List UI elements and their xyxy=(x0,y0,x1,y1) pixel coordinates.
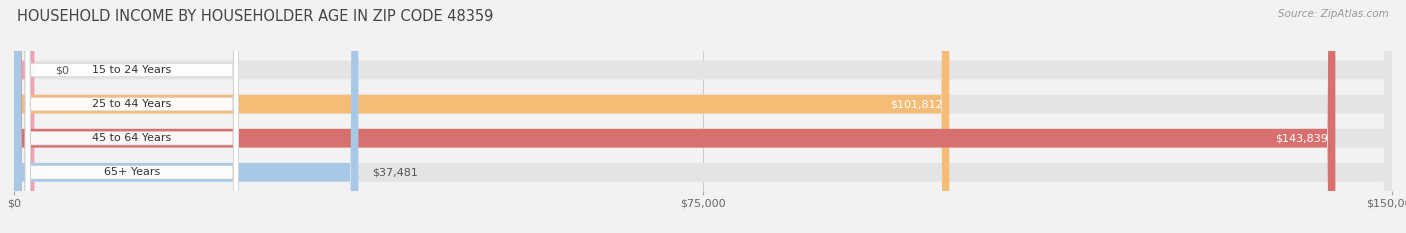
FancyBboxPatch shape xyxy=(14,0,34,233)
FancyBboxPatch shape xyxy=(25,0,239,233)
FancyBboxPatch shape xyxy=(14,0,1336,233)
Text: 25 to 44 Years: 25 to 44 Years xyxy=(93,99,172,109)
Text: Source: ZipAtlas.com: Source: ZipAtlas.com xyxy=(1278,9,1389,19)
Text: 65+ Years: 65+ Years xyxy=(104,167,160,177)
FancyBboxPatch shape xyxy=(25,0,239,233)
Text: 45 to 64 Years: 45 to 64 Years xyxy=(93,133,172,143)
FancyBboxPatch shape xyxy=(14,0,1392,233)
Text: $143,839: $143,839 xyxy=(1275,133,1329,143)
Text: HOUSEHOLD INCOME BY HOUSEHOLDER AGE IN ZIP CODE 48359: HOUSEHOLD INCOME BY HOUSEHOLDER AGE IN Z… xyxy=(17,9,494,24)
Text: $37,481: $37,481 xyxy=(373,167,418,177)
FancyBboxPatch shape xyxy=(25,0,239,233)
FancyBboxPatch shape xyxy=(25,0,239,233)
FancyBboxPatch shape xyxy=(14,0,1392,233)
Text: 15 to 24 Years: 15 to 24 Years xyxy=(93,65,172,75)
FancyBboxPatch shape xyxy=(14,0,1392,233)
Text: $0: $0 xyxy=(55,65,69,75)
FancyBboxPatch shape xyxy=(14,0,1392,233)
Text: $101,812: $101,812 xyxy=(890,99,942,109)
FancyBboxPatch shape xyxy=(14,0,359,233)
FancyBboxPatch shape xyxy=(14,0,949,233)
